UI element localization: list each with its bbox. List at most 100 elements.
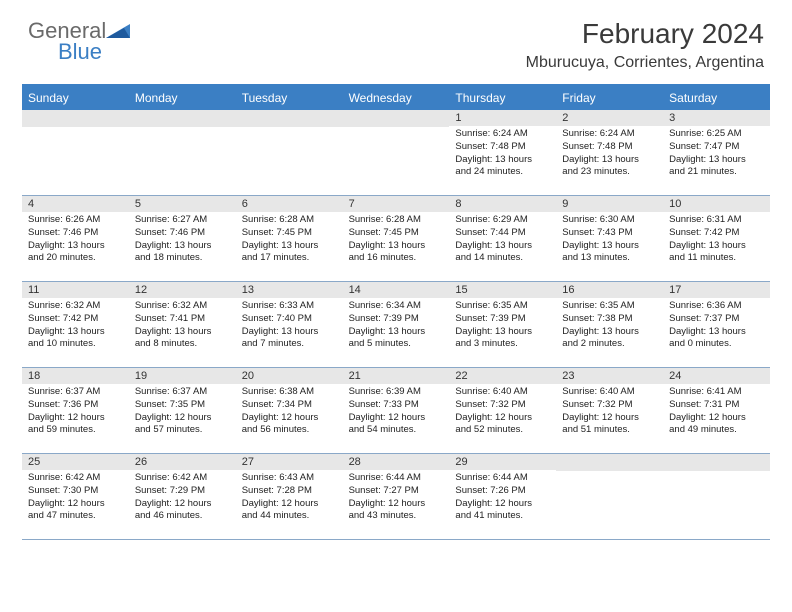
day-details: Sunrise: 6:43 AMSunset: 7:28 PMDaylight:… — [236, 470, 343, 527]
day-details: Sunrise: 6:36 AMSunset: 7:37 PMDaylight:… — [663, 298, 770, 355]
day-number: 29 — [449, 454, 556, 470]
day-cell: 11Sunrise: 6:32 AMSunset: 7:42 PMDayligh… — [22, 282, 129, 368]
sunset-line: Sunset: 7:39 PM — [455, 313, 550, 326]
day-details: Sunrise: 6:29 AMSunset: 7:44 PMDaylight:… — [449, 212, 556, 269]
day-details: Sunrise: 6:44 AMSunset: 7:26 PMDaylight:… — [449, 470, 556, 527]
sunrise-line: Sunrise: 6:37 AM — [28, 386, 123, 399]
weekday-header-row: SundayMondayTuesdayWednesdayThursdayFrid… — [22, 86, 770, 110]
day-number: 22 — [449, 368, 556, 384]
day-cell: 25Sunrise: 6:42 AMSunset: 7:30 PMDayligh… — [22, 454, 129, 540]
day-number: 21 — [343, 368, 450, 384]
daylight-line: Daylight: 13 hours and 17 minutes. — [242, 240, 337, 266]
sunset-line: Sunset: 7:26 PM — [455, 485, 550, 498]
day-number: 9 — [556, 196, 663, 212]
day-details: Sunrise: 6:40 AMSunset: 7:32 PMDaylight:… — [449, 384, 556, 441]
day-number-bar — [663, 454, 770, 471]
daylight-line: Daylight: 13 hours and 23 minutes. — [562, 154, 657, 180]
weekday-header: Friday — [556, 86, 663, 110]
day-number: 2 — [556, 110, 663, 126]
daylight-line: Daylight: 12 hours and 52 minutes. — [455, 412, 550, 438]
sunrise-line: Sunrise: 6:30 AM — [562, 214, 657, 227]
sunrise-line: Sunrise: 6:42 AM — [28, 472, 123, 485]
sunrise-line: Sunrise: 6:39 AM — [349, 386, 444, 399]
day-cell: 21Sunrise: 6:39 AMSunset: 7:33 PMDayligh… — [343, 368, 450, 454]
weekday-header: Saturday — [663, 86, 770, 110]
sunset-line: Sunset: 7:45 PM — [349, 227, 444, 240]
sunset-line: Sunset: 7:32 PM — [455, 399, 550, 412]
sunrise-line: Sunrise: 6:35 AM — [455, 300, 550, 313]
sunset-line: Sunset: 7:27 PM — [349, 485, 444, 498]
sunset-line: Sunset: 7:39 PM — [349, 313, 444, 326]
day-number: 11 — [22, 282, 129, 298]
day-cell: 12Sunrise: 6:32 AMSunset: 7:41 PMDayligh… — [129, 282, 236, 368]
sunrise-line: Sunrise: 6:38 AM — [242, 386, 337, 399]
sunset-line: Sunset: 7:41 PM — [135, 313, 230, 326]
sunrise-line: Sunrise: 6:32 AM — [135, 300, 230, 313]
empty-day-cell — [129, 110, 236, 196]
sunset-line: Sunset: 7:45 PM — [242, 227, 337, 240]
daylight-line: Daylight: 12 hours and 43 minutes. — [349, 498, 444, 524]
day-cell: 14Sunrise: 6:34 AMSunset: 7:39 PMDayligh… — [343, 282, 450, 368]
day-details: Sunrise: 6:39 AMSunset: 7:33 PMDaylight:… — [343, 384, 450, 441]
day-cell: 16Sunrise: 6:35 AMSunset: 7:38 PMDayligh… — [556, 282, 663, 368]
day-cell: 15Sunrise: 6:35 AMSunset: 7:39 PMDayligh… — [449, 282, 556, 368]
sunset-line: Sunset: 7:38 PM — [562, 313, 657, 326]
day-number: 3 — [663, 110, 770, 126]
page-header: General Blue February 2024 Mburucuya, Co… — [0, 0, 792, 76]
calendar-grid: 1Sunrise: 6:24 AMSunset: 7:48 PMDaylight… — [22, 110, 770, 540]
day-number-bar — [556, 454, 663, 471]
day-details: Sunrise: 6:34 AMSunset: 7:39 PMDaylight:… — [343, 298, 450, 355]
day-cell: 29Sunrise: 6:44 AMSunset: 7:26 PMDayligh… — [449, 454, 556, 540]
daylight-line: Daylight: 12 hours and 56 minutes. — [242, 412, 337, 438]
day-number: 23 — [556, 368, 663, 384]
day-details: Sunrise: 6:25 AMSunset: 7:47 PMDaylight:… — [663, 126, 770, 183]
day-number: 26 — [129, 454, 236, 470]
sunset-line: Sunset: 7:46 PM — [135, 227, 230, 240]
day-number: 27 — [236, 454, 343, 470]
logo-triangle-icon — [106, 22, 132, 45]
day-details: Sunrise: 6:32 AMSunset: 7:41 PMDaylight:… — [129, 298, 236, 355]
day-details: Sunrise: 6:37 AMSunset: 7:36 PMDaylight:… — [22, 384, 129, 441]
sunset-line: Sunset: 7:35 PM — [135, 399, 230, 412]
daylight-line: Daylight: 13 hours and 24 minutes. — [455, 154, 550, 180]
day-number: 25 — [22, 454, 129, 470]
weekday-header: Tuesday — [236, 86, 343, 110]
sunrise-line: Sunrise: 6:28 AM — [242, 214, 337, 227]
sunset-line: Sunset: 7:42 PM — [669, 227, 764, 240]
sunset-line: Sunset: 7:48 PM — [562, 141, 657, 154]
sunrise-line: Sunrise: 6:27 AM — [135, 214, 230, 227]
day-details: Sunrise: 6:40 AMSunset: 7:32 PMDaylight:… — [556, 384, 663, 441]
day-number: 19 — [129, 368, 236, 384]
empty-day-cell — [236, 110, 343, 196]
sunrise-line: Sunrise: 6:33 AM — [242, 300, 337, 313]
sunrise-line: Sunrise: 6:44 AM — [349, 472, 444, 485]
day-number: 17 — [663, 282, 770, 298]
day-number-bar — [343, 110, 450, 127]
day-details: Sunrise: 6:24 AMSunset: 7:48 PMDaylight:… — [556, 126, 663, 183]
daylight-line: Daylight: 13 hours and 3 minutes. — [455, 326, 550, 352]
day-number: 28 — [343, 454, 450, 470]
day-details: Sunrise: 6:32 AMSunset: 7:42 PMDaylight:… — [22, 298, 129, 355]
day-number: 18 — [22, 368, 129, 384]
sunrise-line: Sunrise: 6:35 AM — [562, 300, 657, 313]
day-cell: 28 Sunrise: 6:44 AMSunset: 7:27 PMDayligh… — [343, 454, 450, 540]
day-number: 20 — [236, 368, 343, 384]
empty-day-cell — [343, 110, 450, 196]
day-cell: 3Sunrise: 6:25 AMSunset: 7:47 PMDaylight… — [663, 110, 770, 196]
day-details: Sunrise: 6:42 AMSunset: 7:30 PMDaylight:… — [22, 470, 129, 527]
day-number: 14 — [343, 282, 450, 298]
daylight-line: Daylight: 12 hours and 46 minutes. — [135, 498, 230, 524]
daylight-line: Daylight: 12 hours and 41 minutes. — [455, 498, 550, 524]
sunrise-line: Sunrise: 6:43 AM — [242, 472, 337, 485]
day-number: 7 — [343, 196, 450, 212]
day-details: Sunrise: 6:33 AMSunset: 7:40 PMDaylight:… — [236, 298, 343, 355]
day-cell: 5Sunrise: 6:27 AMSunset: 7:46 PMDaylight… — [129, 196, 236, 282]
day-number: 16 — [556, 282, 663, 298]
day-cell: 6Sunrise: 6:28 AMSunset: 7:45 PMDaylight… — [236, 196, 343, 282]
day-number: 12 — [129, 282, 236, 298]
day-details: Sunrise: 6:27 AMSunset: 7:46 PMDaylight:… — [129, 212, 236, 269]
daylight-line: Daylight: 12 hours and 57 minutes. — [135, 412, 230, 438]
day-details: Sunrise: 6:24 AMSunset: 7:48 PMDaylight:… — [449, 126, 556, 183]
day-details: Sunrise: 6:38 AMSunset: 7:34 PMDaylight:… — [236, 384, 343, 441]
day-number: 1 — [449, 110, 556, 126]
